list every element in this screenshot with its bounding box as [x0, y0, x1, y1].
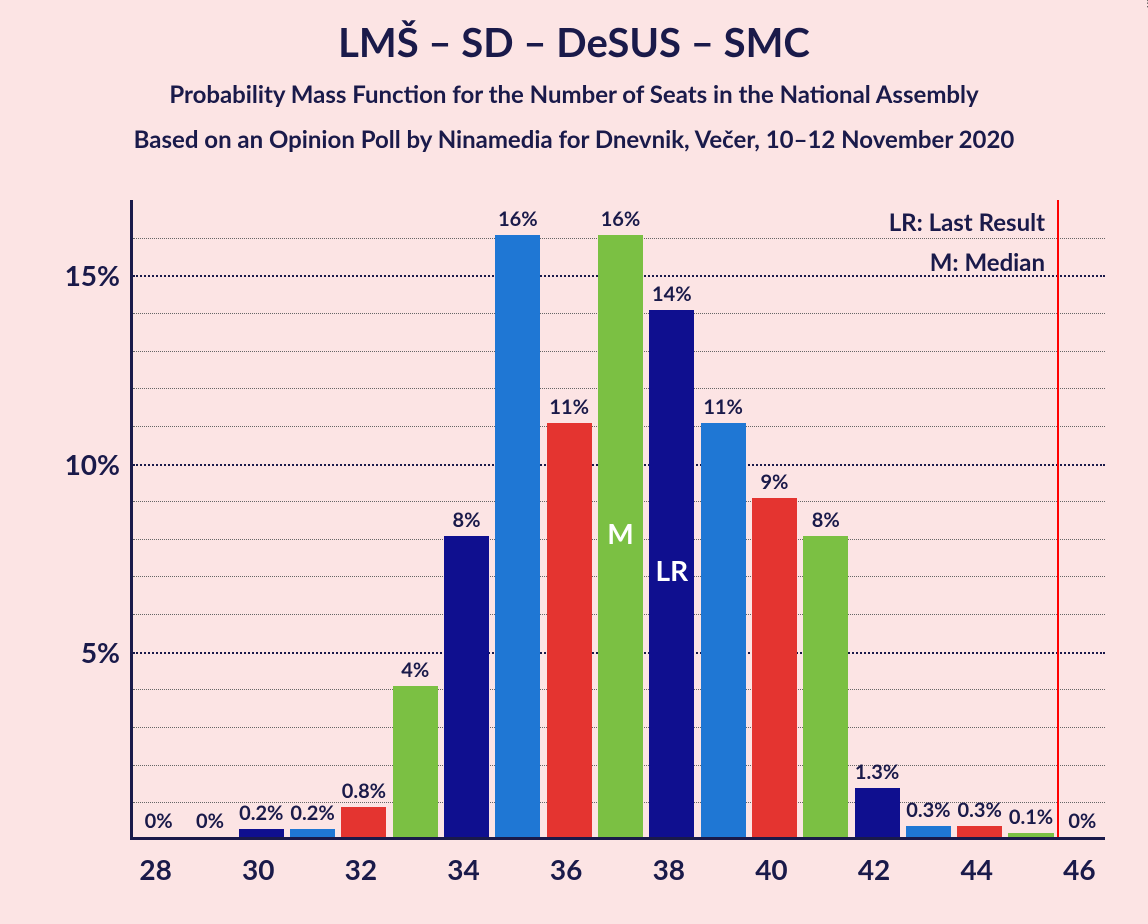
ytick-label: 5%	[30, 635, 120, 669]
bar-value-label: 0.8%	[335, 779, 392, 803]
bar	[649, 310, 694, 837]
bar	[290, 829, 335, 837]
ytick-label: 15%	[30, 258, 120, 292]
legend-median: M: Median	[930, 248, 1045, 277]
chart-subtitle-2: Based on an Opinion Poll by Ninamedia fo…	[0, 125, 1148, 154]
bar	[957, 826, 1002, 837]
bar-value-label: 0.2%	[284, 801, 341, 825]
plot-area: 0%0%0.2%0.2%0.8%4%8%16%11%16%M14%LR11%9%…	[130, 200, 1105, 840]
bar-value-label: 11%	[541, 395, 598, 419]
xtick-label: 42	[848, 852, 899, 886]
chart-subtitle-1: Probability Mass Function for the Number…	[0, 80, 1148, 109]
bar-value-label: 9%	[746, 470, 803, 494]
xtick-label: 28	[130, 852, 181, 886]
bar	[393, 686, 438, 837]
legend-last-result: LR: Last Result	[889, 208, 1045, 237]
bar-value-label: 4%	[387, 658, 444, 682]
bar	[855, 788, 900, 837]
bar-value-label: 11%	[695, 395, 752, 419]
bar-value-label: 0%	[1054, 809, 1111, 833]
bar-value-label: 0%	[130, 809, 187, 833]
bar-value-label: 8%	[438, 508, 495, 532]
bar-value-label: 0.3%	[951, 798, 1008, 822]
bar-value-label: 1.3%	[849, 760, 906, 784]
xtick-label: 36	[541, 852, 592, 886]
bar	[752, 498, 797, 837]
bar	[906, 826, 951, 837]
bar-value-label: 14%	[643, 282, 700, 306]
bar	[341, 807, 386, 837]
bar	[547, 423, 592, 837]
xtick-label: 30	[233, 852, 284, 886]
chart-title: LMŠ – SD – DeSUS – SMC	[0, 18, 1148, 66]
bar	[444, 536, 489, 837]
xtick-label: 34	[438, 852, 489, 886]
xtick-label: 40	[746, 852, 797, 886]
copyright-text: © 2020 Filip van Laenen	[1144, 0, 1148, 8]
bar	[701, 423, 746, 837]
bar-value-label: 16%	[489, 207, 546, 231]
bar-value-label: 16%	[592, 207, 649, 231]
chart-canvas: LMŠ – SD – DeSUS – SMC Probability Mass …	[0, 0, 1148, 924]
bar-value-label: 8%	[797, 508, 854, 532]
bar-value-label: 0.3%	[900, 798, 957, 822]
bar-value-label: 0.1%	[1002, 805, 1059, 829]
bar	[598, 235, 643, 837]
majority-line	[1057, 200, 1059, 837]
bar	[239, 829, 284, 837]
xtick-label: 32	[335, 852, 386, 886]
xtick-label: 38	[643, 852, 694, 886]
bar-value-label: 0%	[181, 809, 238, 833]
bar-value-label: 0.2%	[233, 801, 290, 825]
ytick-label: 10%	[30, 447, 120, 481]
bar	[495, 235, 540, 837]
xtick-label: 44	[951, 852, 1002, 886]
bar	[803, 536, 848, 837]
xtick-label: 46	[1054, 852, 1105, 886]
bar	[1008, 833, 1053, 837]
